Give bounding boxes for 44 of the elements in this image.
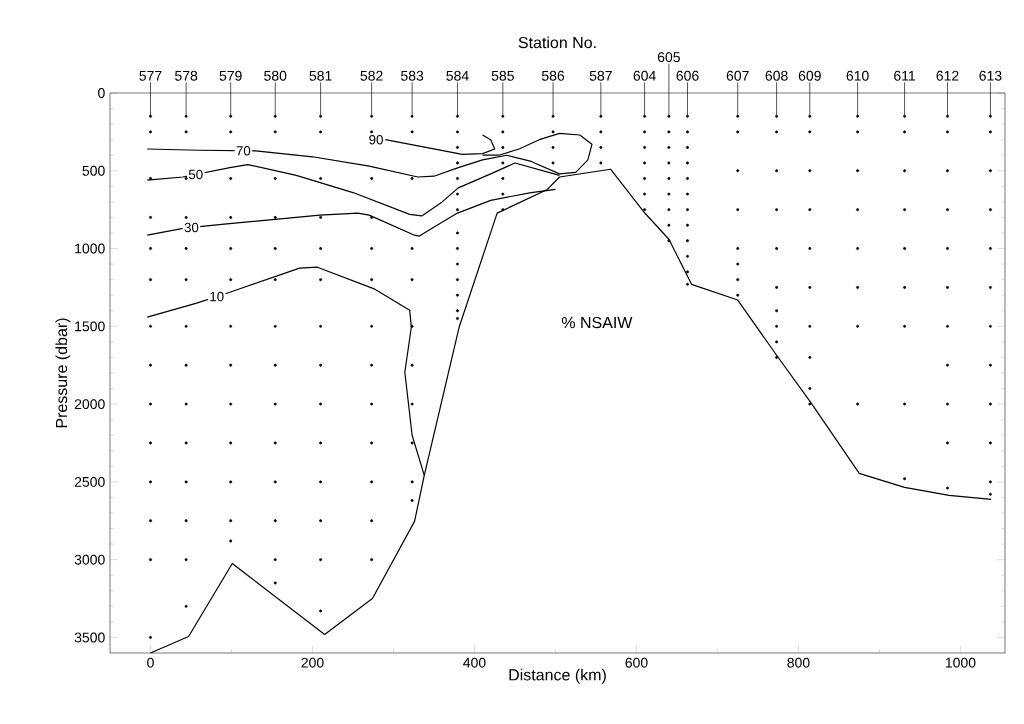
annotation: 612: [936, 70, 959, 81]
series-label: 10: [210, 291, 224, 302]
annotation: 605: [657, 52, 680, 63]
annotation: 604: [633, 70, 656, 81]
annotation: 584: [446, 70, 469, 81]
x-tick-label: 1000: [945, 657, 976, 668]
annotation: 579: [219, 70, 242, 81]
annotation: % NSAIW: [561, 316, 633, 329]
y-tick-label: 500: [82, 165, 105, 176]
annotation: 580: [264, 70, 287, 81]
annotation: 609: [798, 70, 821, 81]
annotation: 613: [979, 70, 1002, 81]
annotation: 610: [846, 70, 869, 81]
annotation: 581: [309, 70, 332, 81]
y-tick-label: 0: [98, 88, 105, 98]
annotation: 585: [491, 70, 514, 81]
y-tick-label: 1500: [75, 321, 105, 332]
series-label: 30: [184, 222, 199, 233]
x-tick-label: 400: [463, 657, 486, 668]
series-label: 90: [369, 134, 383, 145]
annotation: 578: [175, 70, 198, 81]
annotation: 608: [765, 70, 788, 81]
y-axis-title: Pressure (dbar): [55, 318, 71, 428]
annotation: 586: [541, 70, 565, 81]
annotation: 582: [360, 70, 383, 81]
x-tick-label: 0: [147, 657, 154, 668]
y-tick-label: 3500: [74, 632, 105, 643]
text: Station No.: [518, 36, 596, 49]
annotation: 587: [589, 70, 612, 81]
y-tick-label: 1000: [75, 243, 105, 254]
annotation: 583: [401, 70, 424, 81]
x-tick-label: 200: [301, 657, 324, 668]
annotation: 607: [726, 70, 749, 81]
annotation: 611: [894, 70, 916, 81]
x-axis-title: Distance (km): [509, 668, 606, 684]
annotation: 606: [676, 70, 699, 81]
y-tick-label: 3000: [74, 554, 105, 565]
series-label: 50: [188, 169, 203, 180]
y-tick-label: 2000: [74, 399, 105, 410]
x-tick-label: 800: [787, 657, 810, 668]
x-tick-label: 600: [625, 657, 648, 668]
series-label: 70: [236, 146, 251, 156]
annotation: 577: [139, 70, 162, 81]
y-tick-label: 2500: [74, 476, 105, 487]
